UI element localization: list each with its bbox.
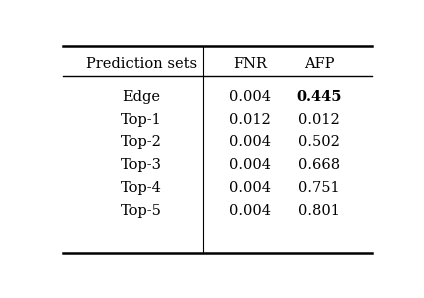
Text: 0.012: 0.012 (229, 113, 271, 127)
Text: AFP: AFP (304, 58, 335, 72)
Text: Top-4: Top-4 (121, 181, 162, 195)
Text: FNR: FNR (233, 58, 267, 72)
Text: Edge: Edge (123, 90, 161, 104)
Text: Top-2: Top-2 (121, 136, 162, 150)
Text: 0.751: 0.751 (298, 181, 340, 195)
Text: 0.445: 0.445 (296, 90, 342, 104)
Text: 0.004: 0.004 (229, 90, 271, 104)
Text: 0.801: 0.801 (298, 204, 340, 218)
Text: Top-5: Top-5 (121, 204, 162, 218)
Text: 0.004: 0.004 (229, 136, 271, 150)
Text: 0.004: 0.004 (229, 181, 271, 195)
Text: Top-3: Top-3 (121, 159, 162, 173)
Text: Prediction sets: Prediction sets (86, 58, 197, 72)
Text: Top-1: Top-1 (121, 113, 162, 127)
Text: 0.668: 0.668 (298, 159, 340, 173)
Text: 0.004: 0.004 (229, 204, 271, 218)
Text: 0.502: 0.502 (298, 136, 340, 150)
Text: 0.004: 0.004 (229, 159, 271, 173)
Text: 0.012: 0.012 (298, 113, 340, 127)
